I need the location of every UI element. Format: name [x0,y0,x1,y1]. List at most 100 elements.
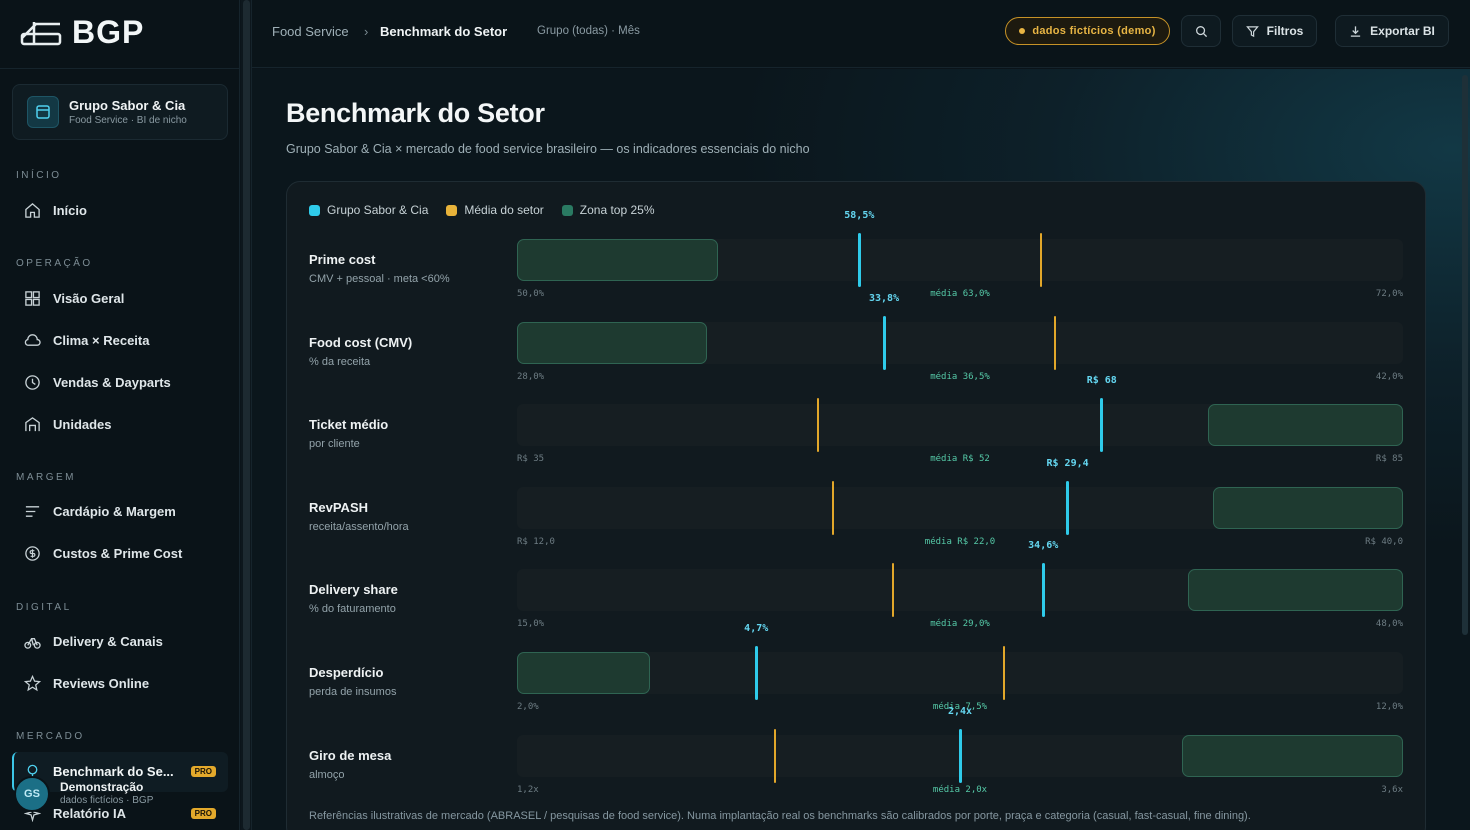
sidebar-item-label: Relatório IA [53,806,126,821]
home-icon [25,203,40,218]
grid-icon [25,291,40,306]
legend-item-company: Grupo Sabor & Cia [309,203,428,217]
benchmark-track[interactable] [517,652,1403,694]
user-name: Demonstração [60,780,144,794]
average-label: média 7,5% [932,702,988,712]
sidebar-item-unidades[interactable]: Unidades [24,416,112,433]
benchmark-subtitle: almoço [309,769,345,781]
coin-icon [25,546,40,561]
legend-label: Média do setor [464,203,544,217]
average-label: média 63,0% [930,289,990,299]
sidebar-item-delivery-canais[interactable]: Delivery & Canais [24,633,163,650]
menu-list-icon [25,506,40,517]
company-marker [958,729,962,783]
average-marker [832,481,835,535]
demo-data-badge: dados fictícios (demo) [1005,17,1170,45]
average-marker [1039,233,1042,287]
company-value-label: 2,4x [947,706,973,717]
export-bi-button[interactable]: Exportar BI [1335,15,1449,47]
legend-label: Grupo Sabor & Cia [327,203,429,217]
avatar[interactable]: GS [14,776,50,812]
main-scrollbar[interactable] [1460,69,1470,830]
axis-max-label: 42,0% [1375,372,1403,382]
company-value-label: R$ 68 [1086,375,1117,386]
page-title: Benchmark do Setor [286,98,545,128]
clock-icon [25,375,40,390]
axis-min-label: 15,0% [517,619,545,629]
top-zone-range [1181,735,1403,777]
sidebar-scrollbar[interactable] [241,0,252,830]
sidebar-item-label: Início [53,203,87,218]
user-subtitle: dados fictícios · BGP [60,795,154,806]
sidebar-item-inicio[interactable]: Início [24,202,87,219]
average-marker [1003,646,1006,700]
section-label-digital: DIGITAL [16,602,72,613]
legend-swatch [446,204,458,216]
company-value-label: 33,8% [868,293,900,304]
export-label: Exportar BI [1370,24,1435,38]
page-subtitle: Grupo Sabor & Cia × mercado de food serv… [286,142,810,156]
legend-item-top-zone: Zona top 25% [561,203,655,217]
logo-text: BGP [72,13,145,50]
axis-max-label: R$ 85 [1375,454,1403,464]
benchmark-subtitle: por cliente [309,438,360,450]
average-label: média 29,0% [930,619,990,629]
average-label: média R$ 22,0 [924,537,996,547]
logo-mark-icon [20,22,62,46]
sidebar-item-label: Vendas & Dayparts [53,375,171,390]
pro-badge: PRO [190,808,216,819]
company-value-label: 58,5% [844,210,875,221]
company-marker [1100,398,1104,452]
sidebar-item-label: Clima × Receita [53,333,150,348]
sparkle-icon [24,805,41,822]
dot-icon [1019,28,1026,34]
sidebar-item-label: Unidades [53,417,112,432]
company-marker [1066,481,1070,535]
average-label: média 36,5% [930,372,990,382]
benchmark-subtitle: perda de insumos [309,686,397,698]
axis-max-label: 3,6x [1381,785,1403,795]
axis-min-label: 2,0% [517,702,539,712]
chart-legend: Grupo Sabor & Cia Média do setor Zona to… [309,203,655,217]
benchmark-title: Ticket médio [309,417,389,432]
sidebar-item-relatorio-ia[interactable]: Relatório IA PRO [24,805,216,822]
search-button[interactable] [1181,15,1221,47]
axis-max-label: 12,0% [1375,702,1403,712]
topbar: Food Service › Benchmark do Setor Grupo … [252,0,1470,68]
org-switcher[interactable]: Grupo Sabor & Cia Food Service · BI de n… [12,84,228,140]
benchmark-subtitle: receita/assento/hora [309,521,409,533]
average-marker [774,729,777,783]
download-icon [1351,25,1361,37]
sidebar-item-benchmark[interactable]: Benchmark do Se... PRO [24,763,216,780]
company-value-label: R$ 29,4 [1046,458,1089,469]
sidebar-item-label: Custos & Prime Cost [53,546,183,561]
top-zone-range [517,322,707,364]
axis-min-label: R$ 12,0 [517,537,555,547]
benchmark-title: Prime cost [309,252,376,267]
benchmark-title: Giro de mesa [309,748,392,763]
legend-swatch [561,204,573,216]
sidebar-item-vendas-dayparts[interactable]: Vendas & Dayparts [24,374,171,391]
sidebar-item-reviews-online[interactable]: Reviews Online [24,675,149,692]
sidebar-item-cardapio-margem[interactable]: Cardápio & Margem [24,503,176,520]
footnote: Referências ilustrativas de mercado (ABR… [309,810,1251,822]
company-marker [882,316,886,370]
axis-min-label: 28,0% [517,372,545,382]
section-label-margem: MARGEM [16,472,76,483]
benchmark-subtitle: % do faturamento [309,603,396,615]
org-name: Grupo Sabor & Cia [69,98,186,113]
benchmark-title: Food cost (CMV) [309,335,413,350]
sidebar-item-visao-geral[interactable]: Visão Geral [24,290,124,307]
axis-max-label: 72,0% [1375,289,1403,299]
breadcrumb-root[interactable]: Food Service [272,24,349,39]
sidebar-item-clima-receita[interactable]: Clima × Receita [24,332,149,349]
top-zone-range [1188,569,1403,611]
page-context: Grupo (todas) · Mês [537,25,640,37]
sidebar-item-custos-prime-cost[interactable]: Custos & Prime Cost [24,545,182,562]
brand-logo[interactable]: BGP [20,13,145,50]
top-zone-range [517,239,719,281]
top-zone-range [1208,404,1403,446]
demo-badge-label: dados fictícios (demo) [1032,25,1156,37]
company-value-label: 4,7% [744,623,769,634]
filters-button[interactable]: Filtros [1232,15,1317,47]
